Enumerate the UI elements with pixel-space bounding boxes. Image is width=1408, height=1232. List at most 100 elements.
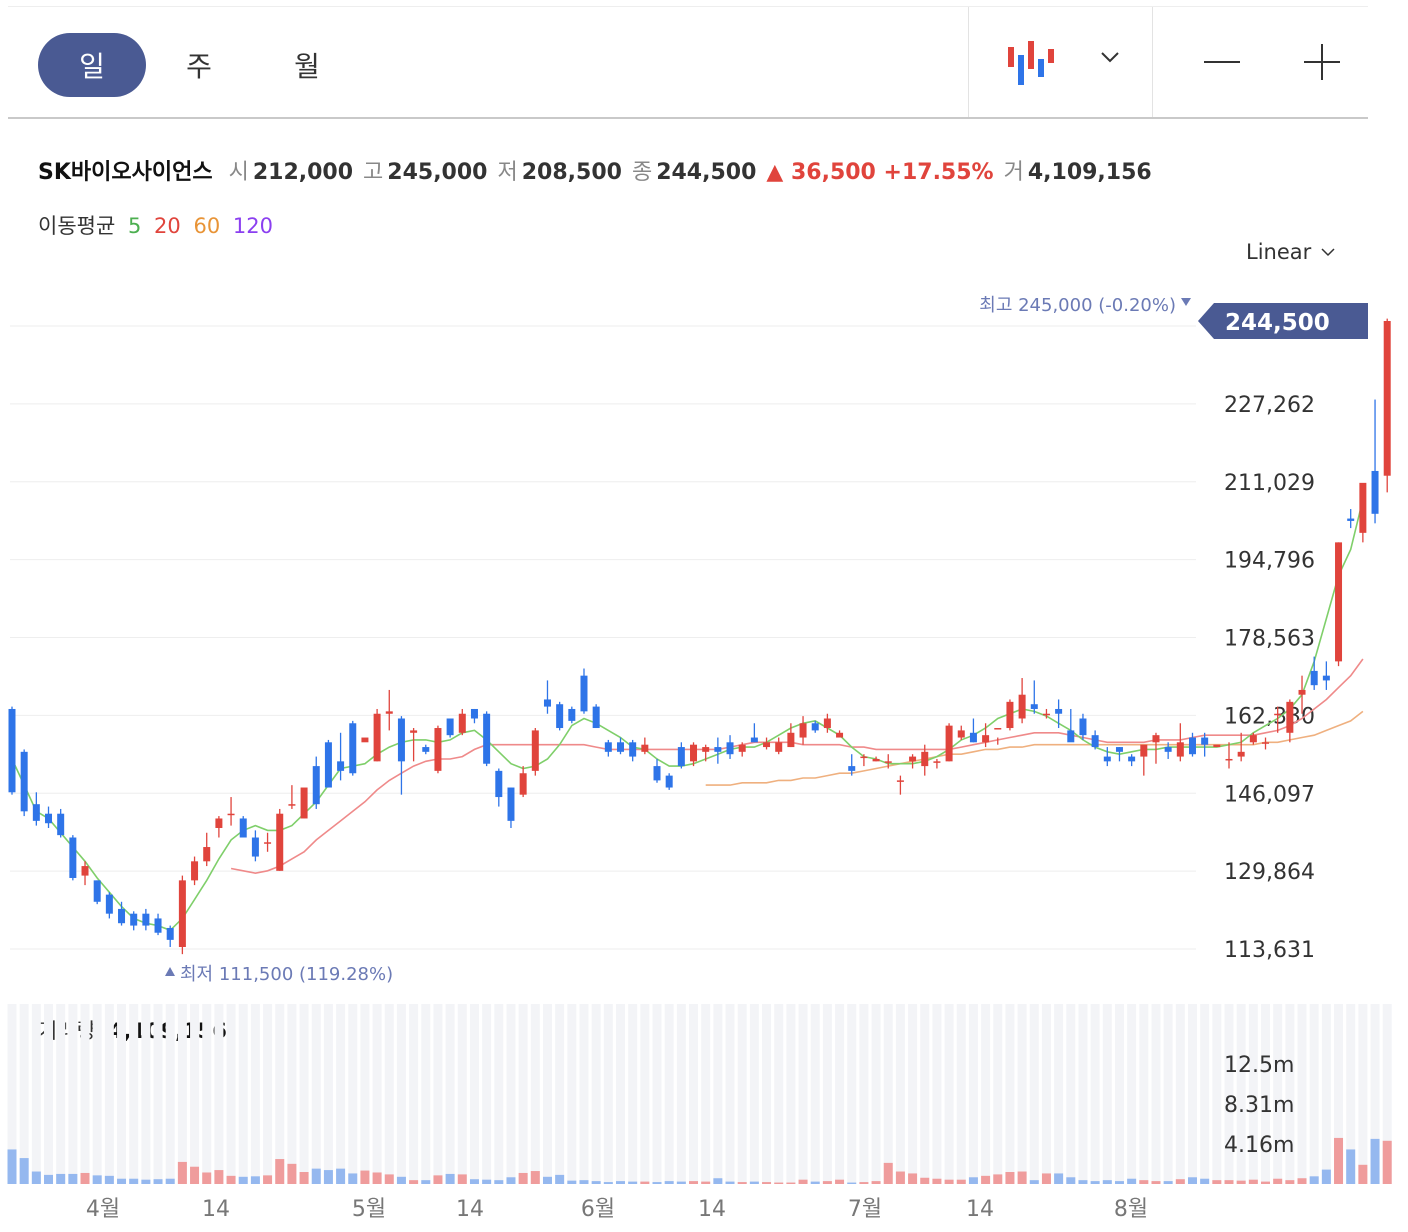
volume-bar xyxy=(518,1172,528,1184)
volume-bar xyxy=(822,1181,832,1184)
volume-bg xyxy=(1066,1004,1076,1184)
volume-bar xyxy=(713,1178,723,1184)
volume-bg xyxy=(944,1004,954,1184)
candle-body xyxy=(580,675,588,712)
tab-daily[interactable]: 일 xyxy=(38,33,146,97)
candle-body xyxy=(811,723,819,731)
volume-bar xyxy=(7,1149,17,1184)
chevron-down-icon xyxy=(1321,248,1335,257)
close-label: 종 xyxy=(631,160,653,185)
volume-bg xyxy=(1005,1004,1015,1184)
candle-body xyxy=(1006,701,1014,729)
volume-bar xyxy=(19,1158,29,1184)
volume-panel-title: 거래량 xyxy=(38,1019,96,1043)
stock-name: SK바이오사이언스 xyxy=(38,160,213,185)
volume-bar xyxy=(311,1168,321,1184)
volume-bg xyxy=(749,1004,759,1184)
candle-body xyxy=(543,699,551,707)
volume-bar xyxy=(616,1181,625,1184)
volume-bar xyxy=(372,1172,382,1184)
volume-bg xyxy=(263,1004,273,1184)
toolbar-divider xyxy=(968,7,969,117)
volume-bar xyxy=(847,1182,857,1184)
volume-bg xyxy=(1321,1004,1331,1184)
volume-bg xyxy=(433,1004,443,1184)
volume-bar xyxy=(250,1176,260,1184)
ma5-line xyxy=(11,499,1364,932)
volume-bar xyxy=(1309,1176,1319,1184)
volume-label: 거 xyxy=(1003,160,1024,185)
volume-bg xyxy=(725,1004,735,1184)
candle-body xyxy=(300,787,308,819)
volume-bar xyxy=(348,1173,358,1184)
volume-bar xyxy=(871,1181,881,1184)
candle-body xyxy=(653,766,661,781)
volume-bar xyxy=(1358,1164,1368,1184)
candle-body xyxy=(1188,737,1196,755)
toolbar-divider xyxy=(1152,7,1153,117)
tab-weekly[interactable]: 주 xyxy=(186,50,212,83)
candle-body xyxy=(105,894,113,914)
candle-body xyxy=(215,818,223,828)
y-tick-label: 146,097 xyxy=(1224,782,1315,807)
tab-monthly[interactable]: 월 xyxy=(294,50,320,83)
volume-bar xyxy=(299,1172,309,1184)
volume-bar xyxy=(129,1178,139,1184)
candle-body xyxy=(69,837,77,878)
volume-bar xyxy=(542,1176,552,1184)
volume-bg xyxy=(652,1004,662,1184)
volume-bg xyxy=(1370,1004,1380,1184)
volume-bg xyxy=(956,1004,966,1184)
candle-body xyxy=(264,842,272,844)
chevron-down-icon[interactable] xyxy=(1098,45,1122,69)
candle-body xyxy=(872,758,880,762)
candle-body xyxy=(1213,744,1221,748)
moving-average-legend[interactable]: 이동평균 5 20 60 120 xyxy=(38,210,279,240)
volume-bg xyxy=(1139,1004,1149,1184)
volume-bar xyxy=(80,1172,90,1184)
candlestick-icon[interactable] xyxy=(1006,41,1058,87)
candle-body xyxy=(1310,670,1318,686)
volume-bg xyxy=(628,1004,638,1184)
volume-bar xyxy=(1090,1181,1100,1184)
volume-bg xyxy=(530,1004,540,1184)
candle-body xyxy=(1128,756,1136,762)
x-tick-label: 14 xyxy=(698,1197,726,1222)
candle-body xyxy=(32,804,40,821)
volume-bg xyxy=(616,1004,625,1184)
volume-bg xyxy=(762,1004,772,1184)
candle-body xyxy=(1286,701,1294,733)
volume-bar xyxy=(44,1174,54,1184)
volume-bg xyxy=(871,1004,881,1184)
volume-bar xyxy=(506,1177,516,1184)
scale-dropdown[interactable]: Linear xyxy=(1246,240,1337,264)
volume-bar xyxy=(433,1175,443,1184)
candle-body xyxy=(677,747,685,767)
candle-body xyxy=(495,770,503,798)
volume-bar xyxy=(628,1181,638,1184)
low-marker: 최저 111,500 (119.28%) xyxy=(180,964,393,985)
candle-body xyxy=(690,744,698,762)
volume-bg xyxy=(981,1004,991,1184)
candle-body xyxy=(823,718,831,729)
candle-body xyxy=(1201,737,1209,745)
candle-body xyxy=(410,730,418,733)
volume-bar xyxy=(469,1179,479,1184)
volume-bg xyxy=(567,1004,577,1184)
volume-bg xyxy=(774,1004,784,1184)
volume-bar xyxy=(664,1181,674,1184)
y-tick-label: 162,330 xyxy=(1224,704,1315,729)
volume-bar xyxy=(226,1175,236,1184)
volume-bg xyxy=(689,1004,699,1184)
candle-body xyxy=(775,742,783,752)
candle-body xyxy=(1079,718,1087,736)
volume-bar xyxy=(1370,1138,1380,1184)
candle-body xyxy=(714,747,722,752)
candle-body xyxy=(787,732,795,748)
volume-bar xyxy=(603,1182,613,1184)
volume-bar xyxy=(993,1174,1003,1184)
toolbar: 일 주 월 xyxy=(8,6,1368,119)
volume-bg xyxy=(932,1004,942,1184)
volume-bg xyxy=(1224,1004,1234,1184)
volume-panel-label: 거래량 4,109,156 xyxy=(38,1015,227,1045)
